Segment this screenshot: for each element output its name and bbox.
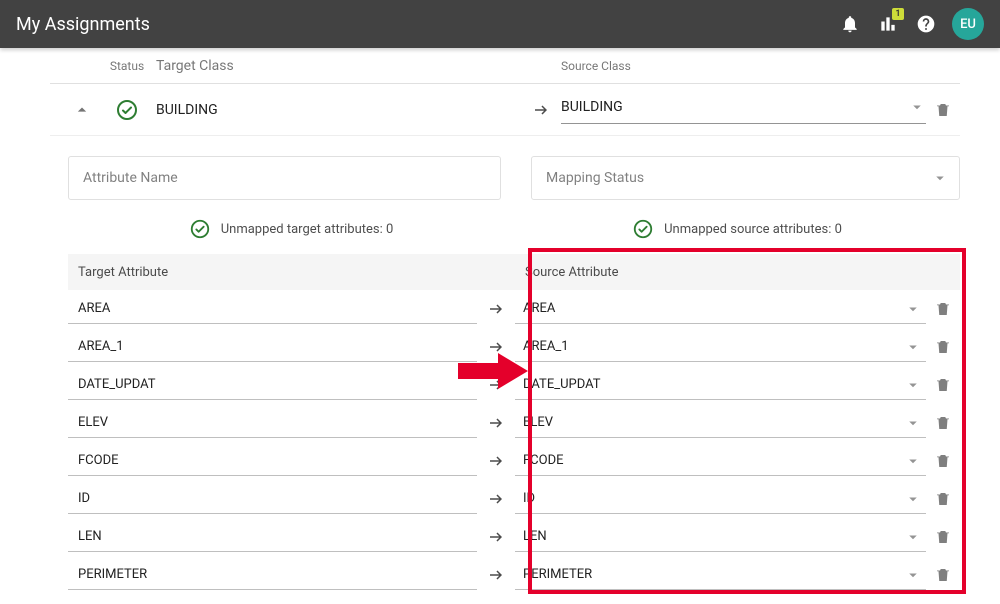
delete-class-button[interactable] <box>926 101 960 119</box>
avatar[interactable]: EU <box>952 8 984 40</box>
mapping-status-select[interactable]: Mapping Status <box>531 156 960 200</box>
filter-row: Attribute Name Mapping Status <box>68 156 960 214</box>
header-status: Status <box>102 59 152 73</box>
source-attribute-select[interactable]: FCODE <box>515 446 926 476</box>
target-attribute: AREA_1 <box>68 332 477 362</box>
delete-row-button[interactable] <box>926 566 960 584</box>
table-row: AREA_1 AREA_1 <box>68 328 960 366</box>
delete-row-button[interactable] <box>926 338 960 356</box>
table-row: AREA AREA <box>68 290 960 328</box>
unmapped-source-text: Unmapped source attributes: 0 <box>664 222 842 237</box>
table-row: FCODE FCODE <box>68 442 960 480</box>
source-class-select[interactable]: BUILDING <box>561 92 926 124</box>
source-attribute-select[interactable]: ID <box>515 484 926 514</box>
th-source: Source Attribute <box>517 265 926 280</box>
source-class-value: BUILDING <box>561 99 908 115</box>
source-attribute-value: LEN <box>523 529 547 544</box>
table-row: ELEV ELEV <box>68 404 960 442</box>
stats-badge: 1 <box>892 8 904 20</box>
page-title: My Assignments <box>16 14 838 35</box>
table-row: DATE_UPDAT DATE_UPDAT <box>68 366 960 404</box>
arrow-icon <box>477 566 515 584</box>
arrow-icon <box>477 414 515 432</box>
unmapped-source: Unmapped source attributes: 0 <box>514 218 960 240</box>
delete-row-button[interactable] <box>926 414 960 432</box>
source-attribute-value: ELEV <box>523 415 553 430</box>
delete-row-button[interactable] <box>926 376 960 394</box>
target-class-value: BUILDING <box>152 102 521 118</box>
header-target-class: Target Class <box>152 58 521 74</box>
arrow-icon <box>477 452 515 470</box>
notifications-icon[interactable] <box>838 12 862 36</box>
table-header: Target Attribute Source Attribute <box>68 254 960 290</box>
target-attribute: DATE_UPDAT <box>68 370 477 400</box>
arrow-icon <box>477 490 515 508</box>
attribute-name-input[interactable]: Attribute Name <box>68 156 501 200</box>
source-attribute-value: ID <box>523 491 535 506</box>
table-row: PERIMETER PERIMETER <box>68 556 960 594</box>
source-attribute-value: AREA <box>523 301 555 316</box>
status-check-icon <box>102 98 152 122</box>
target-attribute: FCODE <box>68 446 477 476</box>
target-attribute: PERIMETER <box>68 560 477 590</box>
class-header-row: Status Target Class Source Class <box>50 48 960 84</box>
delete-row-button[interactable] <box>926 452 960 470</box>
source-attribute-select[interactable]: ELEV <box>515 408 926 438</box>
arrow-icon <box>477 528 515 546</box>
topbar-icons: 1 EU <box>838 8 984 40</box>
mapping-status-placeholder: Mapping Status <box>546 170 644 186</box>
delete-row-button[interactable] <box>926 300 960 318</box>
attribute-name-placeholder: Attribute Name <box>83 170 178 186</box>
target-attribute: LEN <box>68 522 477 552</box>
content: Status Target Class Source Class BUILDIN… <box>0 48 1000 604</box>
attribute-table: Target Attribute Source Attribute AREAAR… <box>68 254 960 594</box>
help-icon[interactable] <box>914 12 938 36</box>
source-attribute-select[interactable]: AREA <box>515 294 926 324</box>
th-target: Target Attribute <box>68 265 479 280</box>
arrow-icon <box>477 300 515 318</box>
expand-toggle[interactable] <box>62 100 102 120</box>
source-attribute-value: DATE_UPDAT <box>523 377 601 392</box>
target-attribute: AREA <box>68 294 477 324</box>
unmapped-target-text: Unmapped target attributes: 0 <box>221 222 394 237</box>
delete-row-button[interactable] <box>926 490 960 508</box>
stats-icon[interactable]: 1 <box>876 12 900 36</box>
header-source-class: Source Class <box>561 59 926 73</box>
target-attribute: ID <box>68 484 477 514</box>
source-attribute-select[interactable]: AREA_1 <box>515 332 926 362</box>
source-attribute-value: FCODE <box>523 453 564 468</box>
source-attribute-select[interactable]: LEN <box>515 522 926 552</box>
table-row: LEN LEN <box>68 518 960 556</box>
arrow-icon <box>477 376 515 394</box>
target-attribute: ELEV <box>68 408 477 438</box>
attribute-panel: Attribute Name Mapping Status Unmapped t… <box>68 156 960 604</box>
source-attribute-value: PERIMETER <box>523 567 592 582</box>
source-attribute-value: AREA_1 <box>523 339 569 354</box>
source-attribute-select[interactable]: DATE_UPDAT <box>515 370 926 400</box>
table-row: ID ID <box>68 480 960 518</box>
topbar: My Assignments 1 EU <box>0 0 1000 48</box>
delete-row-button[interactable] <box>926 528 960 546</box>
unmapped-row: Unmapped target attributes: 0 Unmapped s… <box>68 214 960 254</box>
unmapped-target: Unmapped target attributes: 0 <box>68 218 514 240</box>
arrow-icon <box>477 338 515 356</box>
arrow-icon <box>521 101 561 119</box>
source-attribute-select[interactable]: PERIMETER <box>515 560 926 590</box>
class-mapping-row: BUILDING BUILDING <box>50 84 960 136</box>
